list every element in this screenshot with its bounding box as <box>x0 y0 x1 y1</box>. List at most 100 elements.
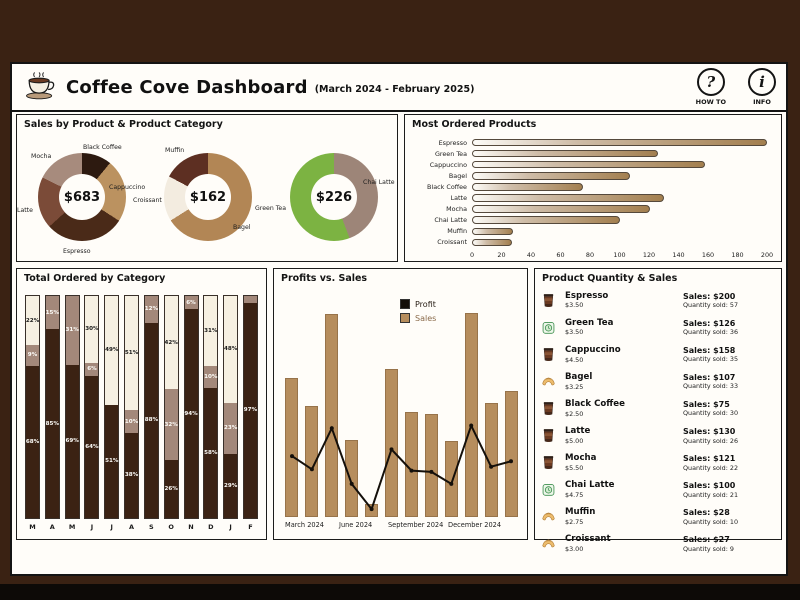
axis-tick-label: 200 <box>760 250 774 259</box>
stacked-segment[interactable]: 51% <box>125 296 138 411</box>
stacked-bar[interactable]: 88% 12% <box>143 295 159 519</box>
hbar-track <box>472 227 767 236</box>
hbar-bar[interactable] <box>472 238 512 247</box>
hbar-category-label: Muffin <box>447 227 467 236</box>
hbar-row: Muffin <box>405 226 781 237</box>
hbar-bar[interactable] <box>472 227 514 236</box>
sales-bar[interactable] <box>464 312 478 517</box>
stacked-segment[interactable]: 94% <box>184 309 198 518</box>
stacked-segment[interactable]: 26% <box>165 460 178 518</box>
sales-bar[interactable] <box>504 391 518 517</box>
hbar-track <box>472 160 767 169</box>
stacked-bar[interactable]: 85% 15% <box>44 295 60 519</box>
stacked-segment[interactable]: 64% <box>85 375 99 518</box>
stacked-bar[interactable]: 97% <box>242 295 258 519</box>
stacked-segment[interactable]: 38% <box>125 432 138 518</box>
stacked-segment[interactable]: 49% <box>105 296 118 405</box>
question-mark-icon: ? <box>696 68 725 96</box>
hbar-row: Mocha <box>405 204 781 215</box>
stacked-segment[interactable]: 85% <box>46 329 59 518</box>
stacked-segment[interactable]: 51% <box>105 404 118 518</box>
stacked-segment[interactable] <box>243 296 257 303</box>
hbar-bar[interactable] <box>472 205 651 213</box>
legend-label: Profit <box>415 299 436 309</box>
profit-line[interactable] <box>282 305 521 517</box>
stacked-segment[interactable]: 88% <box>145 322 158 518</box>
stacked-bar[interactable]: 68% 9% 22% <box>25 295 40 519</box>
dashboard: Coffee Cove Dashboard (March 2024 - Febr… <box>10 62 788 576</box>
axis-tick-label: 0 <box>469 250 475 259</box>
stacked-segment[interactable]: 30% <box>85 296 99 363</box>
hbar-bar[interactable] <box>472 183 583 191</box>
stacked-segment[interactable]: 10% <box>125 410 138 433</box>
stacked-bar[interactable]: 38% 10% 51% <box>124 295 140 519</box>
stacked-segment[interactable]: 48% <box>224 296 237 403</box>
segment-percent-label: 64% <box>85 443 99 450</box>
hbar-row: Espresso <box>405 137 781 148</box>
hbar-bar[interactable] <box>472 138 767 147</box>
axis-tick-label: 20 <box>497 250 506 259</box>
stacked-segment[interactable]: 58% <box>204 387 218 518</box>
segment-percent-label: 30% <box>85 326 99 333</box>
hbar-row: Black Coffee <box>405 181 781 192</box>
segment-percent-label: 6% <box>186 299 196 306</box>
info-button[interactable]: i INFO <box>748 68 776 106</box>
stacked-segment[interactable]: 29% <box>224 453 237 518</box>
stacked-bar[interactable]: 26% 32% 42% <box>163 295 179 519</box>
sales-bar[interactable] <box>345 440 359 517</box>
stacked-bar[interactable]: 94% 6% <box>183 295 199 519</box>
stacked-bar[interactable]: 69% 31% <box>64 295 80 519</box>
stacked-segment[interactable]: 10% <box>204 365 218 388</box>
stacked-segment[interactable]: 23% <box>224 402 237 454</box>
product-name: Bagel <box>565 371 593 382</box>
coffee-cup-icon <box>541 400 565 422</box>
hbar-bar[interactable] <box>472 194 664 202</box>
segment-percent-label: 68% <box>25 438 40 445</box>
hbar-track <box>472 138 767 147</box>
donut-center-value: $226 <box>315 189 353 205</box>
stacked-bar[interactable]: 64% 6% 30% <box>84 295 100 519</box>
hbar-bar[interactable] <box>472 216 620 224</box>
donut-chart: $226 Chai Latte Green Tea <box>255 137 397 259</box>
product-sales-qty: Sales: $27 Quantity sold: 9 <box>683 535 775 557</box>
product-price: $3.50 <box>565 328 584 337</box>
how-to-button[interactable]: ? HOW TO <box>696 68 726 106</box>
sales-bar[interactable] <box>424 413 438 517</box>
hbar-bar[interactable] <box>472 149 658 158</box>
hbar-bar[interactable] <box>472 160 706 169</box>
stacked-bar[interactable]: 58% 10% 31% <box>203 295 219 519</box>
product-name: Cappuccino <box>565 344 621 355</box>
donut-slice-label: Cappuccino <box>109 184 146 191</box>
hbar-bar[interactable] <box>472 172 630 180</box>
stacked-segment[interactable]: 97% <box>244 302 257 518</box>
stacked-segment[interactable]: 42% <box>165 296 178 390</box>
product-price: $5.50 <box>565 463 584 472</box>
product-name: Black Coffee <box>565 398 625 409</box>
stacked-segment[interactable]: 68% <box>25 365 40 518</box>
segment-percent-label: 94% <box>184 410 198 417</box>
stacked-segment[interactable]: 31% <box>65 296 79 365</box>
sales-bar[interactable] <box>325 314 339 517</box>
sales-bar[interactable] <box>484 403 498 517</box>
chart-legend: Profit Sales <box>400 299 436 327</box>
legend-label: Sales <box>415 313 437 323</box>
month-label: A <box>129 523 135 531</box>
stacked-segment[interactable]: 31% <box>204 296 218 366</box>
stacked-segment[interactable]: 32% <box>165 389 178 461</box>
donut-hole: $162 <box>185 174 231 220</box>
sales-bar[interactable] <box>305 405 319 517</box>
stacked-segment[interactable]: 12% <box>145 296 158 323</box>
hbar-track <box>472 183 767 191</box>
sales-bar[interactable] <box>285 377 299 517</box>
stacked-segment[interactable]: 6% <box>85 362 99 376</box>
sales-bar[interactable] <box>385 368 399 517</box>
stacked-bar[interactable]: 29% 23% 48% <box>223 295 239 519</box>
stacked-segment[interactable]: 9% <box>26 345 39 366</box>
segment-percent-label: 49% <box>105 347 119 354</box>
stacked-segment[interactable]: 69% <box>65 364 79 518</box>
stacked-segment[interactable]: 6% <box>184 296 198 310</box>
stacked-segment[interactable]: 15% <box>46 296 59 330</box>
product-quantity: Quantity sold: 26 <box>683 436 739 445</box>
stacked-bar[interactable]: 51% 49% <box>104 295 120 519</box>
stacked-segment[interactable]: 22% <box>26 296 39 346</box>
